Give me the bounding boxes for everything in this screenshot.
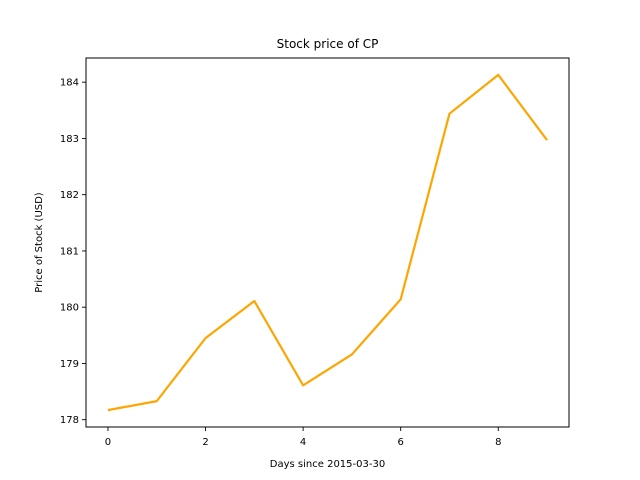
y-axis-ticks: 178 179 180 181 182 183 184 (60, 78, 86, 426)
x-axis-ticks: 0 2 4 6 8 (105, 427, 501, 448)
y-tick-label: 178 (60, 415, 79, 426)
plot-frame (85, 57, 570, 428)
y-tick-label: 183 (60, 134, 79, 145)
y-axis-label: Price of Stock (USD) (34, 192, 45, 293)
x-tick-label: 8 (495, 437, 501, 448)
plot-area (86, 58, 569, 427)
y-tick-label: 180 (60, 303, 79, 314)
x-tick-label: 6 (397, 437, 403, 448)
y-tick-label: 182 (60, 190, 79, 201)
x-tick-label: 4 (300, 437, 306, 448)
y-tick-label: 181 (60, 246, 79, 257)
series-line-0 (107, 73, 548, 412)
x-tick-label: 0 (105, 437, 111, 448)
series-layer (107, 73, 548, 412)
x-tick-label: 2 (202, 437, 208, 448)
y-tick-label: 184 (60, 78, 79, 89)
y-tick-label: 179 (60, 359, 79, 370)
chart-title: Stock price of CP (277, 37, 379, 51)
x-axis-label: Days since 2015-03-30 (270, 459, 385, 470)
